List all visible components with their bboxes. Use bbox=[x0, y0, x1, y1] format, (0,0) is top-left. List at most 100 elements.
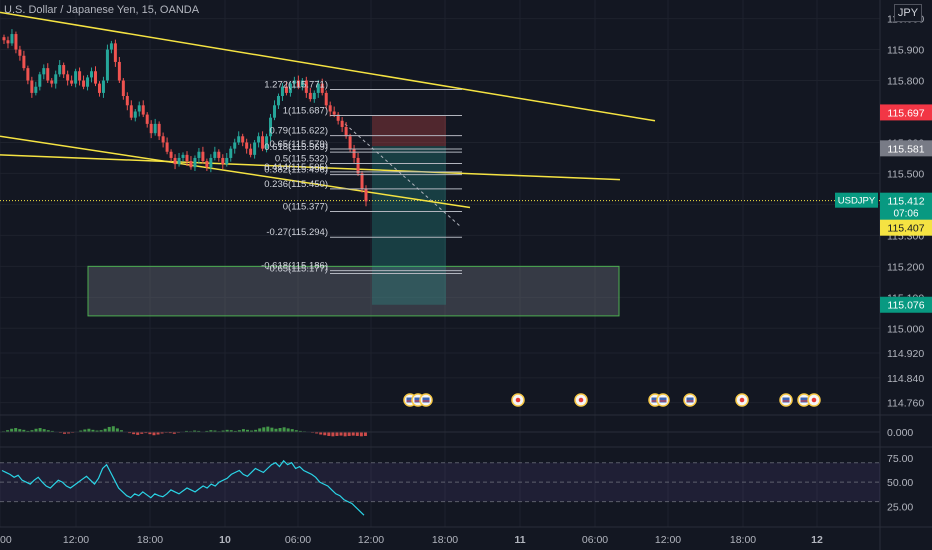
oscillator-bar bbox=[290, 429, 294, 432]
fib-level-label: 0.236(115.450) bbox=[264, 179, 328, 190]
oscillator-bar bbox=[213, 430, 217, 432]
time-tick-label: 12:00 bbox=[63, 534, 89, 546]
oscillator-bar bbox=[225, 429, 229, 432]
oscillator-bar bbox=[79, 430, 83, 432]
chart-title: U.S. Dollar / Japanese Yen, 15, OANDA bbox=[4, 4, 200, 16]
oscillator-bar bbox=[347, 432, 351, 436]
yellow-level-badge[interactable] bbox=[880, 219, 932, 236]
candle-body bbox=[241, 136, 245, 143]
fibonacci-tool[interactable]: 1.272(115.771) 1(115.687) 0.79(115.622) 0.6… bbox=[261, 80, 462, 275]
oscillator-bar bbox=[38, 428, 42, 432]
candle-body bbox=[336, 114, 340, 121]
candle-body bbox=[129, 105, 133, 118]
stop-loss-area[interactable] bbox=[372, 115, 446, 147]
candle-body bbox=[30, 80, 34, 93]
oscillator-bar bbox=[335, 432, 339, 436]
target-level-badge[interactable] bbox=[880, 296, 932, 313]
rsi-tick-label: 50.00 bbox=[887, 477, 913, 489]
oscillator-bar bbox=[156, 432, 160, 435]
candle-body bbox=[344, 126, 348, 137]
fib-level-label: 0.618(115.569) bbox=[264, 142, 328, 153]
candle-body bbox=[42, 68, 46, 75]
fib-level-label: -0.27(115.294) bbox=[266, 227, 328, 238]
countdown-text: 07:06 bbox=[893, 209, 918, 220]
fib-level-label: 0.79(115.622) bbox=[270, 126, 328, 137]
candle-body bbox=[22, 55, 26, 69]
price-tick-label: 115.200 bbox=[887, 261, 924, 273]
candle-body bbox=[324, 92, 328, 106]
entry-level-badge[interactable] bbox=[880, 140, 932, 157]
fib-level-label: 1.272(115.771) bbox=[264, 80, 328, 91]
oscillator-bar bbox=[359, 432, 363, 437]
oscillator-bar bbox=[14, 428, 18, 432]
support-zone[interactable] bbox=[87, 265, 620, 317]
candle-body bbox=[189, 161, 193, 168]
candle-body bbox=[66, 74, 70, 81]
economic-events[interactable] bbox=[403, 393, 821, 407]
candle-body bbox=[10, 34, 14, 44]
oscillator-bar bbox=[229, 430, 233, 432]
oscillator-bar bbox=[6, 430, 10, 432]
oscillator-bar bbox=[185, 430, 188, 432]
oscillator-bar bbox=[83, 429, 87, 432]
candle-body bbox=[269, 117, 273, 137]
flag-field-icon bbox=[422, 397, 430, 403]
support-zone-rect[interactable] bbox=[87, 265, 620, 317]
candle-body bbox=[6, 40, 10, 44]
candle-body bbox=[352, 148, 356, 158]
oscillator-bar bbox=[132, 432, 136, 435]
currency-button[interactable]: JPY bbox=[894, 4, 922, 22]
oscillator-bar bbox=[168, 432, 172, 434]
time-tick-label: 06:00 bbox=[582, 534, 608, 546]
candle-body bbox=[86, 77, 90, 87]
fib-level-label: -0.65(115.177) bbox=[266, 263, 328, 274]
candle-body bbox=[185, 154, 189, 162]
trendline-upper[interactable] bbox=[0, 11, 656, 122]
trendline-middle[interactable] bbox=[0, 154, 621, 181]
stop-level-badge[interactable] bbox=[880, 104, 932, 121]
time-tick-label: 18:00 bbox=[137, 534, 163, 546]
osc-tick-label: 0.000 bbox=[887, 427, 913, 439]
oscillator-bar bbox=[87, 428, 91, 432]
flag-field-icon bbox=[406, 397, 414, 403]
oscillator-bar bbox=[323, 432, 327, 436]
oscillator-bar bbox=[339, 432, 343, 436]
oscillator-bar bbox=[355, 432, 359, 436]
rsi-line bbox=[1, 459, 365, 516]
candle-body bbox=[332, 111, 336, 115]
candle-body bbox=[137, 105, 141, 112]
candle-body bbox=[105, 49, 109, 81]
last-price-badge[interactable] bbox=[880, 192, 932, 221]
trendline-lower[interactable] bbox=[0, 135, 471, 209]
oscillator-bar bbox=[152, 432, 156, 436]
price-axis[interactable]: 116.000115.900115.800115.600115.500115.4… bbox=[835, 14, 932, 514]
candle-body bbox=[360, 173, 364, 189]
candle-body bbox=[245, 142, 249, 149]
trendlines[interactable] bbox=[0, 11, 880, 209]
candle-body bbox=[141, 105, 145, 115]
candle-body bbox=[320, 83, 324, 93]
oscillator-bar bbox=[140, 432, 144, 434]
fib-level-label: 0(115.377) bbox=[283, 202, 328, 213]
time-axis[interactable]: 00 12:00 18:00 10 06:00 12:00 18:00 11 06:00 12:0… bbox=[0, 534, 823, 546]
oscillator-bar bbox=[343, 432, 347, 437]
symbol-tag[interactable] bbox=[835, 192, 878, 208]
candle-body bbox=[38, 74, 42, 87]
symbol-tag-text: USDJPY bbox=[838, 196, 876, 207]
sun-disc-icon bbox=[811, 397, 817, 403]
oscillator-bar bbox=[193, 430, 197, 432]
flag-field-icon bbox=[686, 397, 694, 403]
price-tick-label: 114.840 bbox=[887, 373, 924, 385]
candle-body bbox=[46, 68, 50, 81]
candle-body bbox=[312, 92, 316, 100]
target-level-badge-text: 115.076 bbox=[887, 300, 924, 312]
oscillator-bar bbox=[50, 430, 54, 432]
flag-field-icon bbox=[659, 397, 667, 403]
oscillator-bar bbox=[91, 429, 95, 432]
candle-body bbox=[265, 136, 269, 149]
flag-field-icon bbox=[414, 397, 422, 403]
candle-body bbox=[225, 157, 229, 165]
fib-level-label: 0.5(115.532) bbox=[275, 154, 328, 165]
